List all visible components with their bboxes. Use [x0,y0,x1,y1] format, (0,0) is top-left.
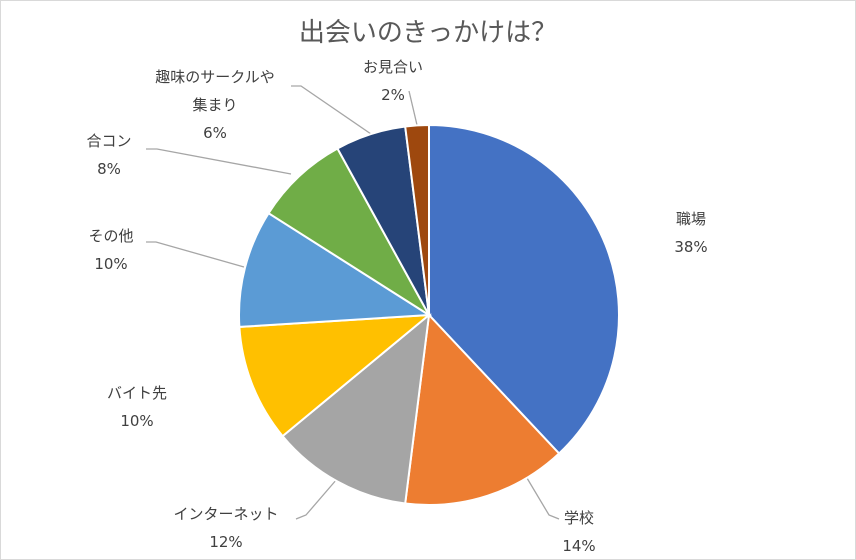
leader-lines [146,85,560,520]
slice-value-label: 2% [381,86,405,104]
slice-value-label: 8% [97,160,121,178]
slice-value-label: 6% [203,124,227,142]
chart-title: 出会いのきっかけは？ [299,18,557,48]
leader-line [520,467,560,520]
slice-category-label: 職場 [676,210,706,228]
pie-slice [238,313,433,438]
slice-value-label: 12% [209,533,242,551]
pie-slice [428,123,620,455]
slice-category-label: お見合い [363,58,423,76]
slice-value-label: 14% [562,537,595,555]
slice-category-label: その他 [88,227,133,245]
leader-line [295,478,338,520]
pie-slice [404,123,430,316]
pie-slice [281,312,431,505]
pie-slices [237,123,620,506]
slice-category-label: 集まり [192,96,237,114]
slice-category-label: 学校 [564,509,594,527]
slice-category-label: バイト先 [107,384,167,402]
leader-line [146,148,292,175]
pie-slice [404,312,561,506]
slice-labels: 職場 38% 学校 14% インターネット 12% バイト先 10% その他 10% 合コン 8% 趣味… [86,58,707,555]
leader-line [291,85,372,135]
slice-category-label: 趣味のサークルや [155,68,275,86]
leader-line [408,90,418,126]
leader-line [146,241,245,268]
slice-category-label: 合コン [86,132,131,150]
slice-value-label: 10% [94,255,127,273]
slice-category-label: インターネット [173,505,278,523]
pie-slice [237,211,433,328]
slice-value-label: 10% [120,412,153,430]
slice-value-label: 38% [674,238,707,256]
pie-slice [267,147,430,316]
